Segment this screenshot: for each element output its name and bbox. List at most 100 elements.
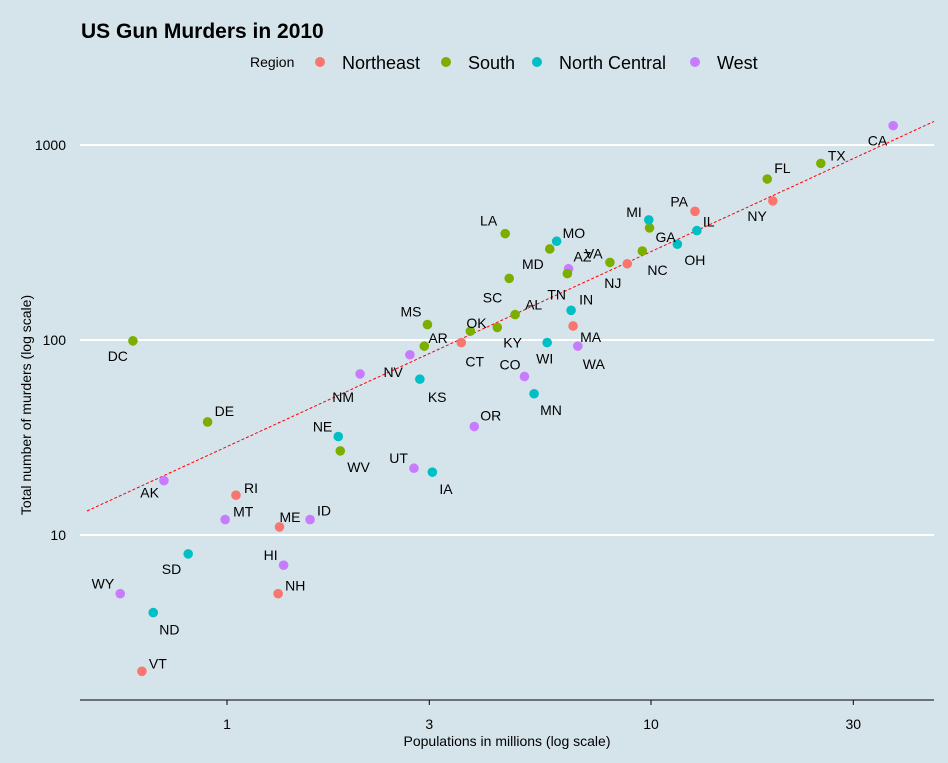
point-label-NC: NC (647, 262, 667, 278)
point-NJ (622, 258, 633, 269)
point-IA (427, 467, 438, 477)
legend-label-northeast: Northeast (342, 53, 420, 73)
point-LA (500, 228, 510, 239)
point-OH (672, 239, 683, 249)
point-label-SC: SC (483, 289, 502, 305)
x-tick-label-1: 1 (223, 716, 231, 732)
point-AL (510, 309, 520, 320)
legend-key-north-central (532, 57, 542, 67)
tick-labels: 1 3 10 30 10 100 1000 (35, 137, 861, 732)
point-IN (566, 305, 576, 316)
point-label-CO: CO (499, 356, 520, 372)
point-label-VT: VT (149, 655, 167, 671)
point-label-NM: NM (332, 389, 354, 405)
point-OR (469, 421, 480, 432)
legend-label-north-central: North Central (559, 53, 666, 73)
chart-title: US Gun Murders in 2010 (81, 20, 324, 43)
point-AK (159, 475, 169, 486)
legend-label-west: West (717, 53, 758, 73)
point-label-NE: NE (313, 418, 332, 434)
point-label-MD: MD (522, 256, 544, 272)
point-label-ME: ME (280, 509, 301, 525)
point-SC (504, 273, 515, 284)
point-WY (115, 588, 126, 599)
point-MS (422, 319, 433, 330)
point-label-AZ: AZ (574, 249, 592, 265)
point-label-AL: AL (525, 297, 542, 313)
point-GA (644, 223, 655, 233)
point-label-FL: FL (774, 160, 791, 176)
point-IL (692, 225, 702, 236)
point-label-CT: CT (465, 354, 484, 370)
point-label-TN: TN (547, 287, 566, 303)
reference-line-group (86, 120, 935, 512)
point-label-OK: OK (466, 315, 487, 331)
point-label-NJ: NJ (604, 275, 621, 291)
point-label-SD: SD (162, 561, 181, 577)
point-NM (355, 369, 365, 379)
point-label-MS: MS (400, 304, 421, 320)
point-label-WV: WV (347, 459, 370, 475)
y-axis-title: Total number of murders (log scale) (18, 295, 34, 515)
legend-key-northeast (315, 57, 325, 67)
point-label-AK: AK (140, 485, 159, 501)
y-tick-label-100: 100 (43, 332, 67, 348)
point-label-UT: UT (389, 450, 408, 466)
point-CO (519, 371, 530, 382)
point-label-OH: OH (684, 252, 705, 268)
point-label-NV: NV (383, 364, 403, 380)
point-label-KS: KS (428, 389, 447, 405)
point-label-NH: NH (285, 578, 305, 594)
point-label-ND: ND (159, 622, 179, 638)
y-tick-label-1000: 1000 (35, 137, 66, 153)
point-label-LA: LA (480, 213, 498, 229)
point-label-OR: OR (480, 408, 501, 424)
legend-key-south (441, 57, 451, 67)
reference-line (86, 120, 935, 512)
point-HI (278, 560, 289, 571)
point-label-MN: MN (540, 402, 562, 418)
point-label-KY: KY (503, 334, 522, 350)
point-label-IL: IL (703, 214, 715, 230)
point-MN (529, 388, 539, 399)
point-label-DE: DE (215, 403, 234, 419)
point-ID (305, 514, 315, 525)
point-VA (605, 257, 615, 268)
point-label-AR: AR (428, 330, 447, 346)
y-tick-label-10: 10 (50, 527, 66, 543)
point-MD (544, 244, 555, 254)
point-label-GA: GA (656, 229, 677, 245)
point-label-NY: NY (747, 208, 767, 224)
point-NY (768, 196, 778, 206)
point-NH (273, 588, 283, 599)
point-ND (148, 607, 159, 618)
point-MI (643, 215, 654, 225)
point-label-WY: WY (92, 576, 115, 592)
x-tick-label-3: 3 (425, 716, 433, 732)
point-labels: AL AK AZ AR CA CO CT DE DC FL GA HI ID IL IN IA KS KY LA ME… (92, 133, 888, 672)
point-label-TX: TX (828, 147, 847, 163)
grid-lines (80, 144, 934, 536)
legend-title: Region (250, 54, 294, 70)
point-label-MO: MO (563, 225, 586, 241)
point-ME (274, 522, 285, 532)
point-PA (690, 206, 700, 217)
point-CA (888, 120, 898, 131)
point-label-MT: MT (233, 504, 254, 520)
point-label-IN: IN (579, 291, 593, 307)
point-label-VA: VA (585, 245, 603, 261)
point-label-MA: MA (580, 329, 602, 345)
point-NC (637, 246, 648, 256)
legend-key-west (690, 57, 700, 67)
legend-label-south: South (468, 53, 515, 73)
point-KS (415, 374, 425, 384)
point-MT (220, 514, 230, 525)
point-CT (456, 337, 467, 348)
point-FL (762, 174, 773, 184)
point-DC (128, 336, 138, 346)
point-DE (202, 417, 213, 427)
x-tick-label-30: 30 (846, 716, 862, 732)
point-label-WI: WI (536, 351, 553, 367)
point-WI (542, 337, 552, 348)
